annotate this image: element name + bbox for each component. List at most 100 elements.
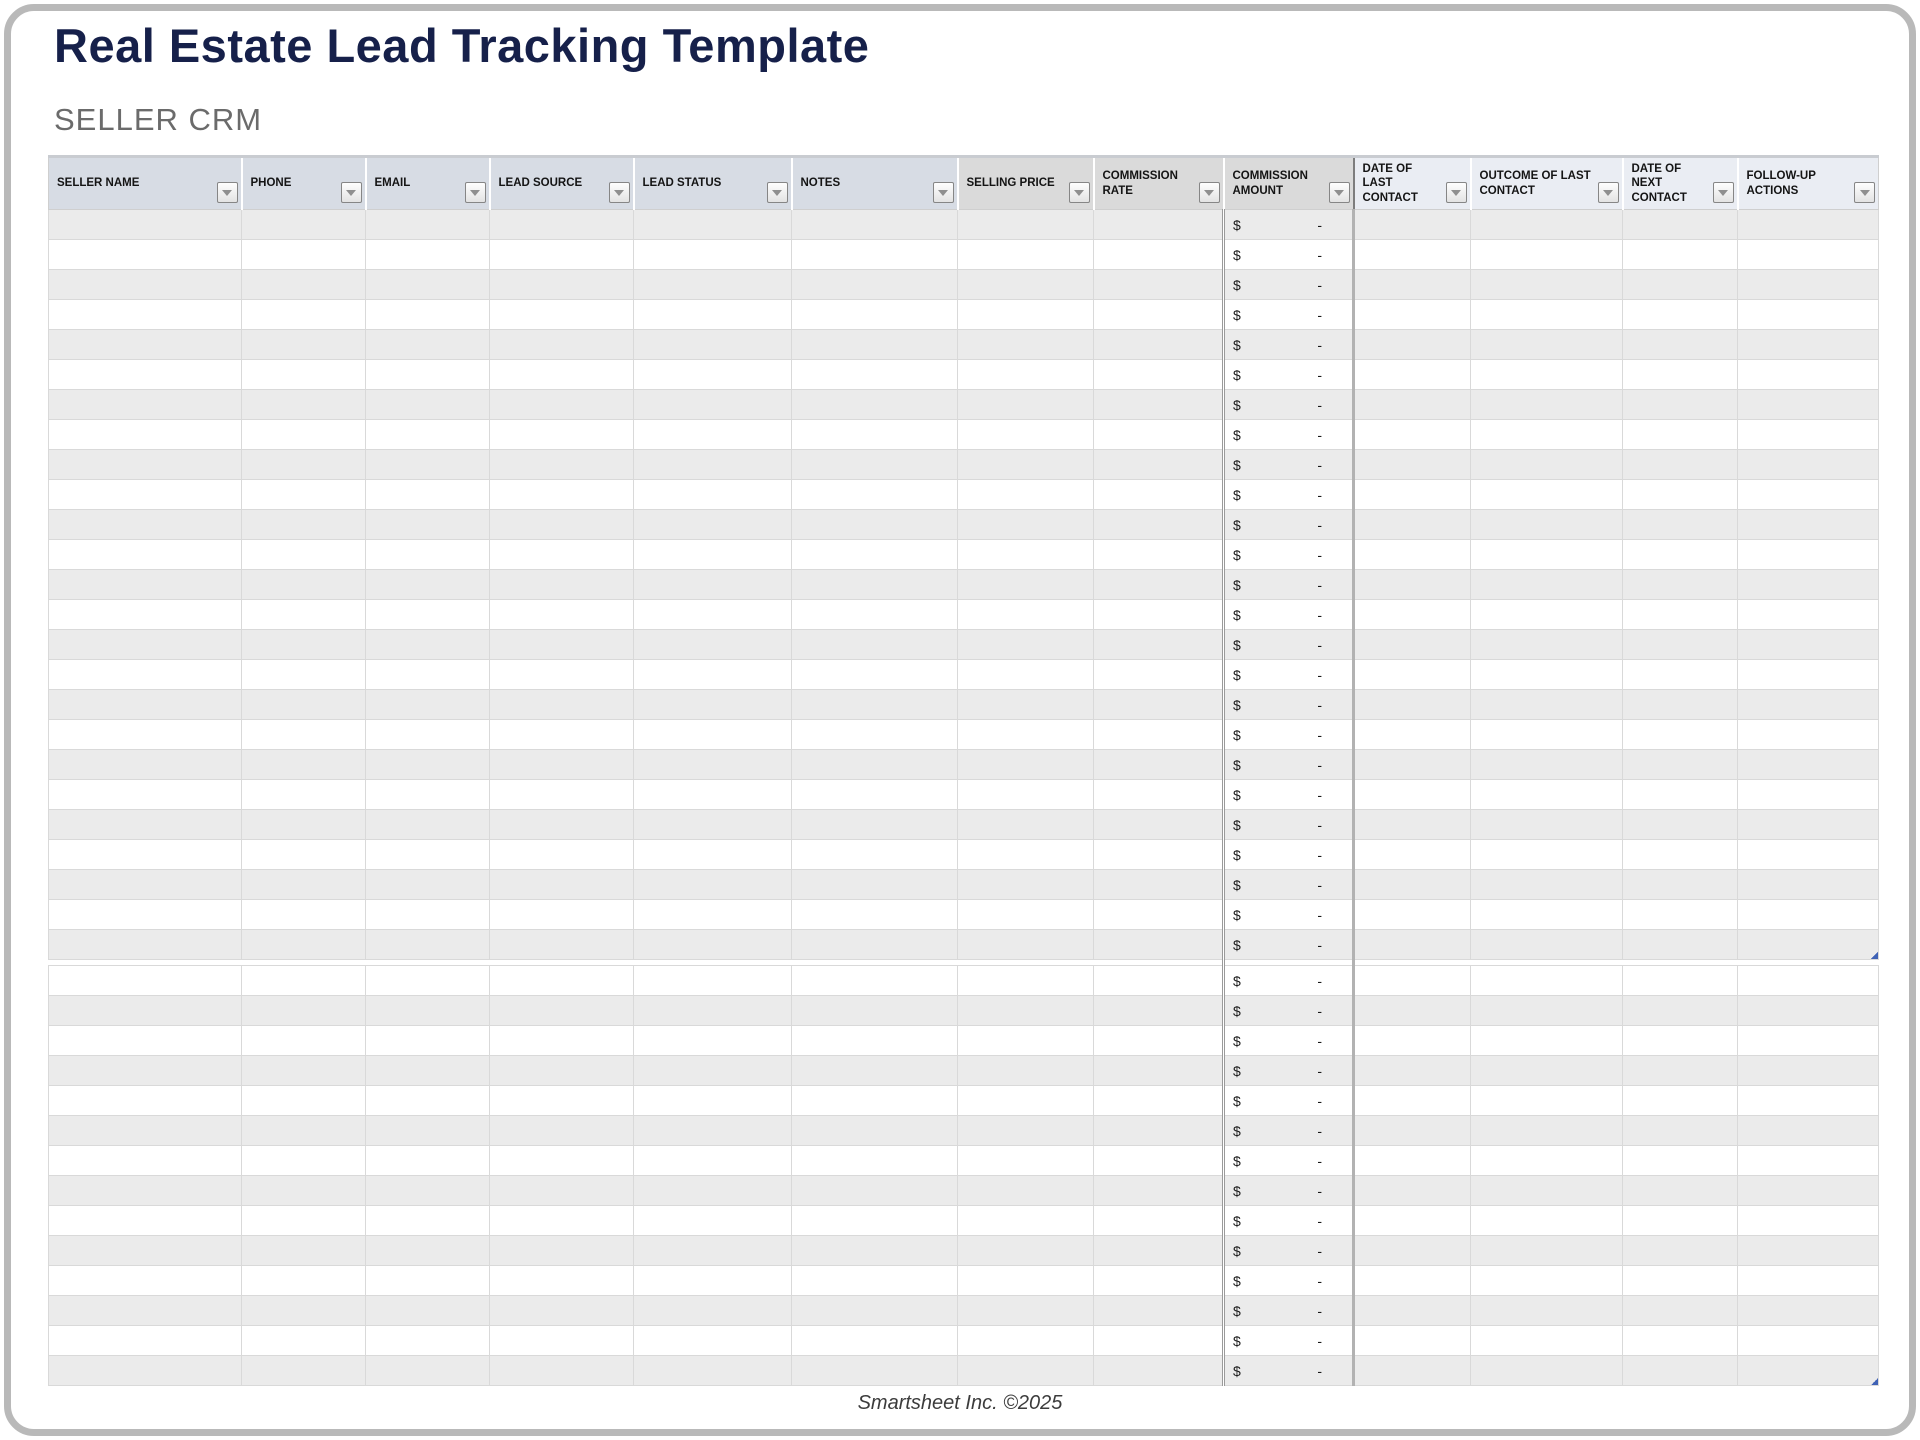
- cell-phone[interactable]: [241, 239, 366, 271]
- cell-notes[interactable]: [791, 839, 958, 871]
- cell-email[interactable]: [365, 1355, 490, 1387]
- cell-email[interactable]: [365, 389, 490, 421]
- cell-email[interactable]: [365, 329, 490, 361]
- cell-notes[interactable]: [791, 689, 958, 721]
- cell-phone[interactable]: [241, 1295, 366, 1327]
- cell-selling-price[interactable]: [957, 449, 1094, 481]
- cell-phone[interactable]: [241, 965, 366, 997]
- cell-email[interactable]: [365, 1055, 490, 1087]
- cell-commission-rate[interactable]: [1093, 1175, 1224, 1207]
- cell-phone[interactable]: [241, 1055, 366, 1087]
- cell-follow-up-actions[interactable]: [1737, 569, 1879, 601]
- filter-button-lead-status[interactable]: [766, 182, 788, 204]
- cell-lead-status[interactable]: [633, 1265, 792, 1297]
- cell-lead-source[interactable]: [489, 449, 634, 481]
- cell-lead-status[interactable]: [633, 659, 792, 691]
- cell-outcome-of-last-contact[interactable]: [1470, 509, 1623, 541]
- cell-selling-price[interactable]: [957, 869, 1094, 901]
- cell-email[interactable]: [365, 1145, 490, 1177]
- cell-seller-name[interactable]: [48, 269, 242, 301]
- cell-commission-amount[interactable]: $ -: [1222, 749, 1355, 781]
- cell-phone[interactable]: [241, 1265, 366, 1297]
- cell-phone[interactable]: [241, 569, 366, 601]
- cell-seller-name[interactable]: [48, 869, 242, 901]
- table-resize-handle[interactable]: [1870, 1377, 1878, 1385]
- cell-seller-name[interactable]: [48, 1325, 242, 1357]
- cell-notes[interactable]: [791, 1055, 958, 1087]
- cell-lead-source[interactable]: [489, 1295, 634, 1327]
- cell-phone[interactable]: [241, 269, 366, 301]
- cell-commission-amount[interactable]: $ -: [1222, 719, 1355, 751]
- cell-notes[interactable]: [791, 779, 958, 811]
- cell-notes[interactable]: [791, 1355, 958, 1387]
- cell-outcome-of-last-contact[interactable]: [1470, 239, 1623, 271]
- cell-lead-source[interactable]: [489, 1325, 634, 1357]
- cell-commission-amount[interactable]: $ -: [1222, 995, 1355, 1027]
- cell-selling-price[interactable]: [957, 299, 1094, 331]
- cell-lead-source[interactable]: [489, 389, 634, 421]
- cell-selling-price[interactable]: [957, 899, 1094, 931]
- cell-commission-rate[interactable]: [1093, 1115, 1224, 1147]
- cell-date-of-next-contact[interactable]: [1622, 599, 1738, 631]
- cell-lead-status[interactable]: [633, 599, 792, 631]
- cell-commission-rate[interactable]: [1093, 869, 1224, 901]
- cell-phone[interactable]: [241, 1085, 366, 1117]
- cell-date-of-next-contact[interactable]: [1622, 1205, 1738, 1237]
- cell-commission-rate[interactable]: [1093, 1325, 1224, 1357]
- cell-outcome-of-last-contact[interactable]: [1470, 539, 1623, 571]
- cell-lead-source[interactable]: [489, 359, 634, 391]
- cell-notes[interactable]: [791, 1025, 958, 1057]
- cell-commission-rate[interactable]: [1093, 1355, 1224, 1387]
- cell-selling-price[interactable]: [957, 419, 1094, 451]
- cell-selling-price[interactable]: [957, 509, 1094, 541]
- cell-commission-rate[interactable]: [1093, 659, 1224, 691]
- cell-notes[interactable]: [791, 1145, 958, 1177]
- cell-phone[interactable]: [241, 839, 366, 871]
- cell-seller-name[interactable]: [48, 1265, 242, 1297]
- cell-notes[interactable]: [791, 1115, 958, 1147]
- cell-lead-status[interactable]: [633, 839, 792, 871]
- cell-commission-amount[interactable]: $ -: [1222, 269, 1355, 301]
- cell-seller-name[interactable]: [48, 629, 242, 661]
- cell-seller-name[interactable]: [48, 809, 242, 841]
- cell-notes[interactable]: [791, 929, 958, 961]
- cell-lead-source[interactable]: [489, 689, 634, 721]
- cell-lead-status[interactable]: [633, 1355, 792, 1387]
- cell-phone[interactable]: [241, 719, 366, 751]
- cell-selling-price[interactable]: [957, 809, 1094, 841]
- cell-follow-up-actions[interactable]: [1737, 1025, 1879, 1057]
- cell-outcome-of-last-contact[interactable]: [1470, 839, 1623, 871]
- cell-selling-price[interactable]: [957, 539, 1094, 571]
- cell-lead-source[interactable]: [489, 419, 634, 451]
- cell-outcome-of-last-contact[interactable]: [1470, 449, 1623, 481]
- cell-lead-status[interactable]: [633, 1235, 792, 1267]
- cell-phone[interactable]: [241, 689, 366, 721]
- cell-commission-rate[interactable]: [1093, 779, 1224, 811]
- cell-date-of-last-contact[interactable]: [1353, 1175, 1471, 1207]
- cell-outcome-of-last-contact[interactable]: [1470, 1235, 1623, 1267]
- cell-date-of-last-contact[interactable]: [1353, 389, 1471, 421]
- cell-outcome-of-last-contact[interactable]: [1470, 1295, 1623, 1327]
- cell-date-of-next-contact[interactable]: [1622, 1145, 1738, 1177]
- cell-commission-amount[interactable]: $ -: [1222, 809, 1355, 841]
- cell-selling-price[interactable]: [957, 779, 1094, 811]
- cell-commission-rate[interactable]: [1093, 299, 1224, 331]
- cell-follow-up-actions[interactable]: [1737, 539, 1879, 571]
- cell-commission-amount[interactable]: $ -: [1222, 239, 1355, 271]
- cell-outcome-of-last-contact[interactable]: [1470, 749, 1623, 781]
- cell-outcome-of-last-contact[interactable]: [1470, 809, 1623, 841]
- cell-notes[interactable]: [791, 899, 958, 931]
- table-resize-handle[interactable]: [1870, 951, 1878, 959]
- cell-follow-up-actions[interactable]: [1737, 1115, 1879, 1147]
- cell-seller-name[interactable]: [48, 509, 242, 541]
- cell-selling-price[interactable]: [957, 839, 1094, 871]
- cell-seller-name[interactable]: [48, 539, 242, 571]
- cell-phone[interactable]: [241, 1325, 366, 1357]
- cell-commission-amount[interactable]: $ -: [1222, 839, 1355, 871]
- column-header-email[interactable]: EMAIL: [365, 154, 491, 211]
- cell-seller-name[interactable]: [48, 359, 242, 391]
- cell-date-of-next-contact[interactable]: [1622, 779, 1738, 811]
- cell-lead-status[interactable]: [633, 479, 792, 511]
- cell-phone[interactable]: [241, 299, 366, 331]
- cell-lead-status[interactable]: [633, 995, 792, 1027]
